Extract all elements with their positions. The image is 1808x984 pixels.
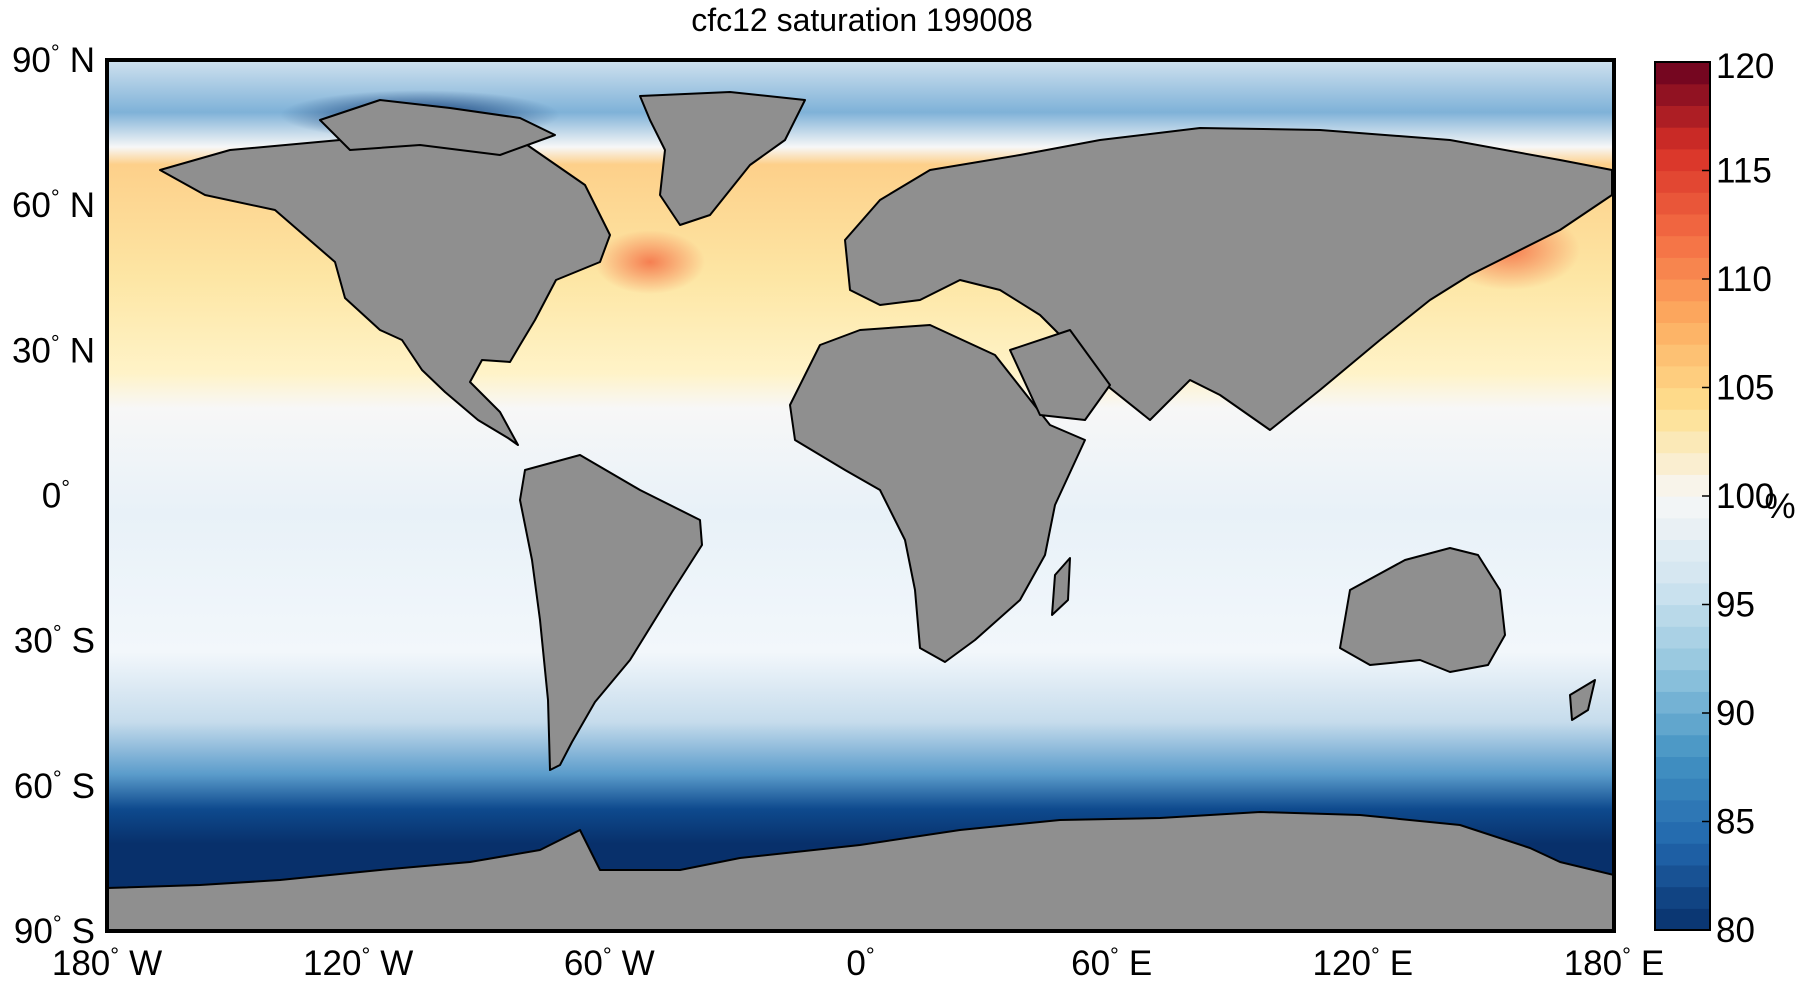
lon-tick-label: 60° W xyxy=(564,943,655,983)
colorbar-band xyxy=(1655,300,1710,323)
lat-tick-label: 90° S xyxy=(14,911,95,951)
colorbar-band xyxy=(1655,821,1710,844)
colorbar-band xyxy=(1655,864,1710,888)
colorbar-band xyxy=(1655,279,1710,302)
colorbar-ticks: 80 85 90 95 100 105 110 115 120 xyxy=(1702,47,1774,950)
lon-tick-label: 180° E xyxy=(1564,943,1665,983)
colorbar-band xyxy=(1655,409,1710,432)
colorbar-band xyxy=(1655,430,1710,454)
colorbar-band xyxy=(1655,713,1710,736)
landmass-africa xyxy=(789,324,1086,663)
colorbar-tick-label: 115 xyxy=(1716,152,1772,191)
colorbar-tick-label: 95 xyxy=(1716,586,1755,625)
colorbar-band xyxy=(1655,908,1710,931)
colorbar-band xyxy=(1655,83,1710,106)
colorbar-tick-label: 80 xyxy=(1716,911,1755,950)
colorbar-band xyxy=(1655,235,1710,258)
lat-tick-label: 60° S xyxy=(14,766,95,806)
colorbar-band xyxy=(1655,734,1710,757)
landmass-greenland xyxy=(639,91,806,226)
landmass-antarctica xyxy=(107,811,1614,931)
colorbar-band xyxy=(1655,365,1710,389)
colorbar-tick-label: 90 xyxy=(1716,694,1755,733)
colorbar-band xyxy=(1655,192,1710,215)
longitude-ticks: 180° W 120° W 60° W 0° 60° E 120° E 180° E xyxy=(52,943,1664,983)
colorbar-band xyxy=(1655,496,1710,519)
colorbar-band xyxy=(1655,756,1710,779)
colorbar-band xyxy=(1655,582,1710,606)
colorbar-band xyxy=(1655,691,1710,714)
colorbar-tick-label: 120 xyxy=(1716,47,1774,86)
colorbar-band xyxy=(1655,843,1710,866)
colorbar-band xyxy=(1655,322,1710,345)
colorbar-tick-label: 100 xyxy=(1716,477,1774,516)
colorbar-band xyxy=(1655,604,1710,627)
land-masses xyxy=(107,91,1614,931)
colorbar-band xyxy=(1655,539,1710,562)
colorbar-band xyxy=(1655,62,1710,85)
map-area xyxy=(107,60,1614,931)
colorbar-band xyxy=(1655,213,1710,237)
colorbar-band xyxy=(1655,148,1710,172)
colorbar-band xyxy=(1655,387,1710,410)
colorbar-tick-label: 110 xyxy=(1716,260,1772,299)
landmass-australia xyxy=(1339,547,1506,673)
colorbar-tick-label: 85 xyxy=(1716,803,1755,842)
lat-tick-label: 30° S xyxy=(14,621,95,661)
colorbar-band xyxy=(1655,517,1710,540)
colorbar-band xyxy=(1655,626,1710,649)
lat-tick-label: 90° N xyxy=(12,40,95,80)
colorbar-band xyxy=(1655,561,1710,584)
landmass-south-america xyxy=(519,454,703,771)
colorbar-unit: % xyxy=(1764,487,1795,526)
colorbar-band xyxy=(1655,105,1710,128)
map-frame xyxy=(105,58,1616,933)
colorbar-band xyxy=(1655,647,1710,671)
latitude-ticks: 90° N 60° N 30° N 0° 30° S 60° S 90° S xyxy=(12,40,95,951)
colorbar-band xyxy=(1655,170,1710,193)
colorbar-tick-label: 105 xyxy=(1716,369,1774,408)
lat-tick-label: 60° N xyxy=(12,185,95,225)
lat-tick-label: 30° N xyxy=(12,330,95,370)
colorbar: 80 85 90 95 100 105 110 115 120 % xyxy=(1654,47,1796,950)
landmass-new-zealand xyxy=(1569,679,1596,721)
map-title: cfc12 saturation 199008 xyxy=(691,2,1033,38)
colorbar-band xyxy=(1655,886,1710,909)
landmass-north-america xyxy=(159,124,611,446)
lon-tick-label: 0° xyxy=(846,943,874,983)
lon-tick-label: 180° W xyxy=(52,943,162,983)
colorbar-band xyxy=(1655,799,1710,823)
colorbar-band xyxy=(1655,257,1710,280)
colorbar-band xyxy=(1655,344,1710,367)
landmass-canadian-arctic xyxy=(319,99,556,156)
colorbar-band xyxy=(1655,452,1710,475)
lon-tick-label: 120° W xyxy=(303,943,413,983)
hotspot-nw-atlantic xyxy=(595,230,705,294)
colorbar-band xyxy=(1655,778,1710,801)
lon-tick-label: 60° E xyxy=(1071,943,1152,983)
colorbar-bands xyxy=(1655,62,1710,931)
colorbar-band xyxy=(1655,127,1710,150)
colorbar-band xyxy=(1655,474,1710,497)
colorbar-band xyxy=(1655,669,1710,692)
lat-tick-label: 0° xyxy=(42,476,70,516)
landmass-eurasia xyxy=(844,127,1613,431)
lon-tick-label: 120° E xyxy=(1313,943,1414,983)
landmass-arabia xyxy=(1009,329,1111,421)
landmass-madagascar xyxy=(1051,557,1071,616)
